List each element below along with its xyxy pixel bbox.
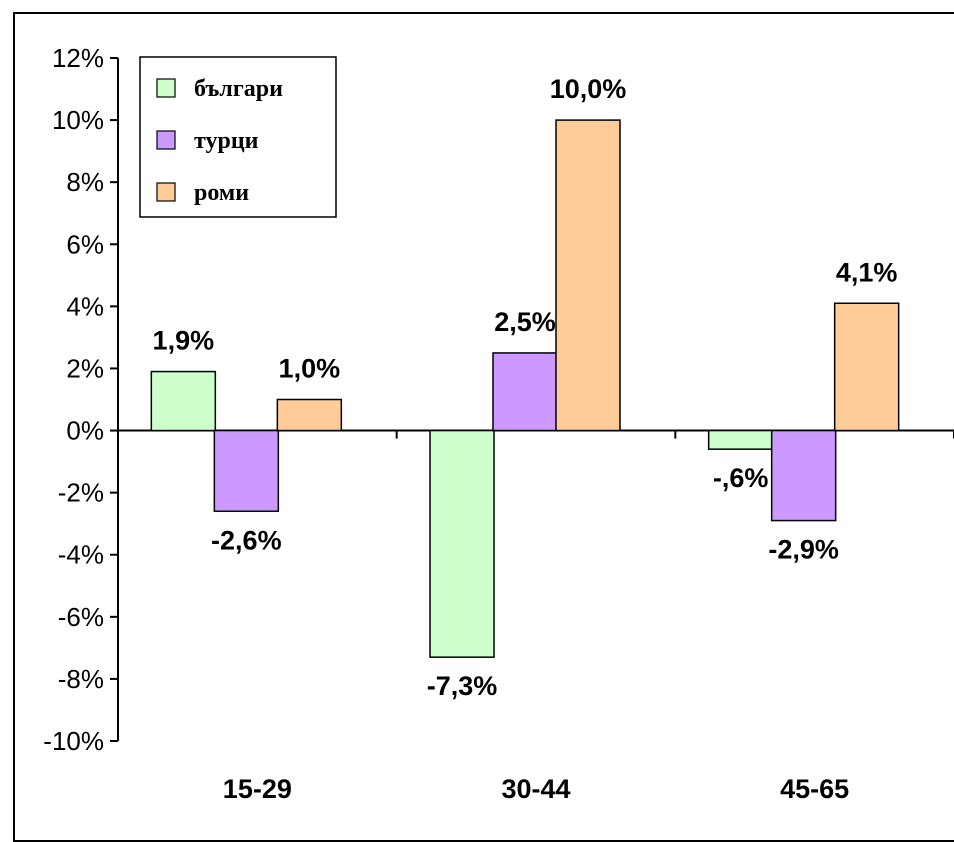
- bar: [833, 302, 900, 432]
- legend-swatch: [156, 130, 176, 150]
- bar: [150, 370, 217, 432]
- bar: [429, 429, 495, 658]
- y-tick-label: -8%: [58, 664, 104, 694]
- y-tick-label: 6%: [66, 229, 104, 259]
- y-tick-label: 2%: [66, 353, 104, 383]
- category-label: 45-65: [780, 774, 849, 804]
- y-tick-label: 10%: [52, 105, 104, 135]
- data-label: 10,0%: [550, 74, 627, 104]
- y-tick-label: 0%: [66, 416, 104, 446]
- bar: [213, 429, 280, 513]
- y-tick-label: -2%: [58, 478, 104, 508]
- bar: [276, 398, 343, 432]
- legend-label: роми: [194, 180, 249, 206]
- y-tick-label: -4%: [58, 540, 104, 570]
- legend-swatch: [156, 182, 176, 202]
- data-label: -2,9%: [768, 535, 839, 565]
- data-label: 2,5%: [494, 307, 556, 337]
- y-tick-label: -6%: [58, 602, 104, 632]
- bar: [492, 352, 558, 432]
- category-label: 15-29: [223, 774, 292, 804]
- y-tick-label: 8%: [66, 167, 104, 197]
- bar: [555, 119, 621, 432]
- legend-label: българи: [194, 76, 283, 102]
- legend-swatch: [156, 78, 176, 98]
- data-label: 4,1%: [836, 257, 898, 287]
- legend-label: турци: [194, 128, 259, 154]
- category-label: 30-44: [501, 774, 570, 804]
- bar: [770, 429, 837, 522]
- data-label: -2,6%: [211, 525, 282, 555]
- bar: [707, 429, 774, 450]
- data-label: 1,9%: [153, 326, 215, 356]
- data-label: -7,3%: [427, 671, 498, 701]
- y-tick-label: -10%: [43, 726, 104, 756]
- y-tick-label: 4%: [66, 291, 104, 321]
- y-tick-label: 12%: [52, 43, 104, 73]
- data-label: 1,0%: [279, 354, 341, 384]
- data-label: -,6%: [713, 463, 769, 493]
